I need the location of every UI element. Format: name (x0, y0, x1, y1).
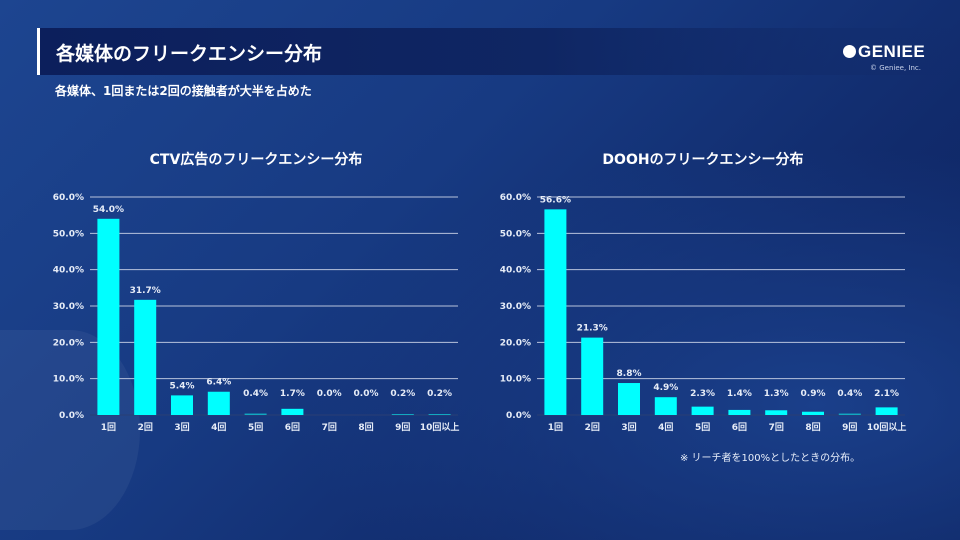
ctv-xtick-label: 4回 (211, 422, 226, 433)
ctv-data-label: 5.4% (170, 381, 195, 391)
dooh-bar (618, 383, 640, 415)
ctv-ytick-label: 40.0% (53, 266, 84, 276)
dooh-data-label: 1.4% (727, 389, 752, 399)
logo-icon (843, 45, 856, 58)
dooh-ytick-label: 60.0% (500, 193, 531, 203)
ctv-xtick-label: 3回 (174, 422, 189, 433)
dooh-xtick-label: 8回 (805, 422, 820, 433)
dooh-chart-title: DOOHのフリークエンシー分布 (602, 152, 804, 168)
ctv-data-label: 31.7% (130, 286, 161, 296)
dooh-bar (838, 413, 861, 415)
dooh-data-label: 8.8% (617, 369, 642, 379)
ctv-ytick-label: 20.0% (53, 338, 84, 348)
dooh-bar (802, 411, 824, 415)
ctv-ytick-label: 0.0% (59, 411, 84, 421)
dooh-bar (765, 410, 788, 415)
logo-text: GENIEE (858, 42, 926, 61)
ctv-bar (134, 299, 157, 415)
ctv-bar (428, 414, 451, 415)
ctv-bar (281, 408, 304, 415)
dooh-xtick-label: 9回 (842, 422, 857, 433)
dooh-ytick-label: 30.0% (500, 302, 531, 312)
dooh-ytick-label: 40.0% (500, 266, 531, 276)
dooh-data-label: 2.1% (874, 389, 899, 399)
ctv-xtick-label: 6回 (285, 422, 300, 433)
ctv-xtick-label: 7回 (322, 422, 337, 433)
dooh-xtick-label: 1回 (548, 422, 563, 433)
ctv-data-label: 6.4% (206, 378, 231, 388)
footnote: ※ リーチ者を100%としたときの分布。 (680, 453, 861, 464)
dooh-bar (654, 397, 677, 415)
ctv-data-label: 0.2% (427, 389, 452, 399)
ctv-data-label: 54.0% (93, 205, 124, 215)
dooh-xtick-label: 5回 (695, 422, 710, 433)
ctv-bar (244, 413, 267, 415)
dooh-data-label: 1.3% (764, 389, 789, 399)
dooh-ytick-label: 0.0% (506, 411, 531, 421)
ctv-bar (207, 391, 230, 415)
dooh-data-label: 0.4% (837, 389, 862, 399)
ctv-xtick-label: 9回 (395, 422, 410, 433)
ctv-data-label: 0.4% (243, 389, 268, 399)
dooh-data-label: 21.3% (577, 324, 608, 334)
dooh-xtick-label: 4回 (658, 422, 673, 433)
copyright: © Geniee, Inc. (870, 64, 921, 72)
ctv-data-label: 0.2% (390, 389, 415, 399)
ctv-ytick-label: 50.0% (53, 229, 84, 239)
ctv-xtick-label: 5回 (248, 422, 263, 433)
ctv-data-label: 0.0% (354, 389, 379, 399)
dooh-data-label: 0.9% (801, 389, 826, 399)
dooh-data-label: 4.9% (653, 383, 678, 393)
ctv-xtick-label: 10回以上 (420, 421, 460, 433)
dooh-bar (544, 209, 567, 415)
dooh-xtick-label: 3回 (621, 422, 636, 433)
dooh-xtick-label: 10回以上 (867, 421, 907, 433)
dooh-xtick-label: 2回 (585, 422, 600, 433)
dooh-xtick-label: 6回 (732, 422, 747, 433)
dooh-bar (581, 337, 604, 415)
dooh-bar (691, 406, 714, 415)
ctv-ytick-label: 10.0% (53, 375, 84, 385)
title-bar: 各媒体のフリークエンシー分布 (37, 28, 955, 75)
geniee-logo: GENIEE (843, 42, 925, 62)
ctv-bar (391, 414, 414, 415)
ctv-chart-title: CTV広告のフリークエンシー分布 (149, 152, 363, 168)
dooh-ytick-label: 50.0% (500, 229, 531, 239)
dooh-data-label: 56.6% (540, 195, 571, 205)
ctv-data-label: 1.7% (280, 389, 305, 399)
ctv-data-label: 0.0% (317, 389, 342, 399)
page-subtitle: 各媒体、1回または2回の接触者が大半を占めた (55, 84, 312, 98)
ctv-bar (97, 218, 120, 415)
dooh-ytick-label: 10.0% (500, 375, 531, 385)
ctv-ytick-label: 30.0% (53, 302, 84, 312)
dooh-bar (728, 409, 751, 415)
dooh-xtick-label: 7回 (769, 422, 784, 433)
page-title: 各媒体のフリークエンシー分布 (56, 43, 323, 65)
ctv-xtick-label: 2回 (138, 422, 153, 433)
dooh-data-label: 2.3% (690, 389, 715, 399)
ctv-bar (171, 395, 193, 415)
ctv-xtick-label: 8回 (358, 422, 373, 433)
dooh-bar (875, 407, 898, 415)
ctv-xtick-label: 1回 (101, 422, 116, 433)
dooh-ytick-label: 20.0% (500, 338, 531, 348)
ctv-ytick-label: 60.0% (53, 193, 84, 203)
